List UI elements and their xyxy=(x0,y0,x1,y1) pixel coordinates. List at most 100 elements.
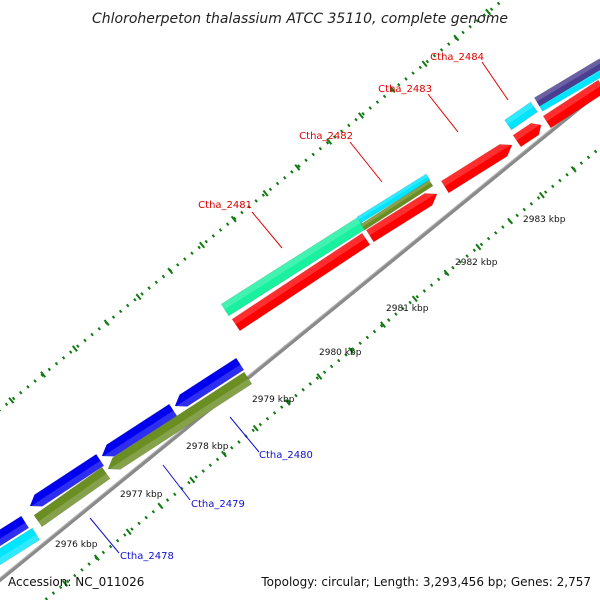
gene-olive-lower-b-shade xyxy=(38,473,110,527)
inner-major-tick-mark xyxy=(221,450,227,458)
gene-label-ctha-2481: Ctha_2481 xyxy=(198,200,252,211)
outer-tick-mark xyxy=(111,315,116,319)
inner-tick-mark xyxy=(337,358,341,363)
outer-tick-mark xyxy=(247,204,251,209)
gene-ctha-2482-fwd xyxy=(365,193,438,243)
outer-tick-mark xyxy=(368,106,372,110)
genome-backbone xyxy=(0,88,600,583)
inner-major-tick-mark xyxy=(93,554,100,562)
outer-major-tick-mark xyxy=(326,138,333,145)
outer-tick-mark xyxy=(54,361,59,366)
inner-tick-mark xyxy=(472,248,477,253)
outer-tick-mark xyxy=(354,117,358,122)
inner-tick-mark xyxy=(215,457,220,462)
outer-tick-mark xyxy=(133,297,137,302)
inner-tick-mark xyxy=(401,306,405,311)
inner-major-tick-mark xyxy=(538,191,545,199)
inner-tick-mark xyxy=(479,242,484,247)
outer-major-tick-mark xyxy=(485,8,492,16)
outer-tick-mark xyxy=(432,53,437,58)
outer-tick-mark xyxy=(61,356,66,360)
inner-tick-mark xyxy=(536,196,541,200)
outer-tick-mark xyxy=(418,65,422,70)
gene-label-ctha-2480: Ctha_2480 xyxy=(259,450,313,461)
inner-tick-mark xyxy=(308,382,312,386)
inner-tick-mark xyxy=(579,161,584,165)
inner-tick-mark xyxy=(379,323,384,328)
outer-major-tick-mark xyxy=(453,34,460,42)
kbp-label-2976: 2976 kbp xyxy=(55,540,98,550)
gene-ctha-2479-b xyxy=(29,453,105,507)
minor-tick-marks xyxy=(44,149,598,600)
gene-ctha-2481-shade xyxy=(232,233,366,325)
inner-tick-mark xyxy=(108,544,113,549)
outer-tick-mark xyxy=(268,187,273,192)
outer-tick-mark xyxy=(154,280,158,285)
inner-major-tick-mark xyxy=(157,502,164,510)
outer-tick-mark xyxy=(11,396,16,401)
gene-ctha-2484-a-shade xyxy=(513,119,541,141)
outer-tick-mark xyxy=(304,158,308,163)
gene-cyan-small-shade xyxy=(504,102,534,125)
outer-major-tick-mark xyxy=(294,163,301,171)
inner-major-tick-mark xyxy=(62,580,69,587)
gene-ctha-2479-b-shade xyxy=(30,460,104,512)
inner-tick-mark xyxy=(322,370,327,375)
outer-tick-mark xyxy=(97,326,101,331)
outer-tick-mark xyxy=(4,402,9,407)
kbp-label-2981: 2981 kbp xyxy=(386,304,429,314)
gene-label-ctha-2483: Ctha_2483 xyxy=(378,84,432,95)
inner-tick-mark xyxy=(529,201,534,206)
outer-tick-mark xyxy=(475,19,479,23)
inner-major-tick-mark xyxy=(507,217,514,225)
inner-major-tick-mark xyxy=(316,373,323,380)
inner-tick-mark xyxy=(130,527,134,531)
outer-tick-mark xyxy=(240,210,244,215)
inner-tick-mark xyxy=(551,184,555,189)
gene-olive-top xyxy=(360,179,434,231)
outer-tick-mark xyxy=(90,332,94,337)
gene-label-ctha-2478: Ctha_2478 xyxy=(120,551,174,562)
gene-cyan-top xyxy=(356,173,431,224)
inner-tick-mark xyxy=(365,335,370,340)
inner-tick-mark xyxy=(230,445,234,450)
inner-tick-mark xyxy=(372,329,377,334)
outer-tick-mark xyxy=(361,111,365,116)
inner-tick-mark xyxy=(87,562,91,566)
inner-tick-mark xyxy=(351,347,355,351)
outer-tick-mark xyxy=(40,373,44,378)
outer-tick-mark xyxy=(447,42,451,46)
inner-major-tick-mark xyxy=(125,528,132,536)
outer-major-tick-mark xyxy=(358,112,364,119)
gene-cyan-lower-shade xyxy=(0,534,40,565)
inner-tick-mark xyxy=(73,573,77,578)
inner-major-tick-mark xyxy=(411,295,418,303)
outer-tick-mark xyxy=(439,48,444,52)
outer-tick-mark xyxy=(325,141,330,145)
inner-tick-mark xyxy=(123,533,127,537)
outer-tick-mark xyxy=(176,263,180,267)
inner-tick-mark xyxy=(280,405,284,409)
inner-tick-mark xyxy=(173,492,177,497)
outer-tick-mark xyxy=(382,94,387,99)
outer-major-tick-mark xyxy=(103,319,110,327)
inner-tick-mark xyxy=(287,399,291,404)
inner-tick-mark xyxy=(258,422,263,427)
inner-tick-mark xyxy=(429,283,434,287)
outer-major-tick-mark xyxy=(40,371,47,378)
inner-major-tick-mark xyxy=(570,165,577,173)
gene-label-ctha-2479: Ctha_2479 xyxy=(191,499,245,510)
gene-olive-lower-a-shade xyxy=(108,378,252,475)
outer-tick-mark xyxy=(468,24,472,29)
inner-major-tick-mark xyxy=(252,424,259,432)
inner-tick-mark xyxy=(251,428,255,433)
gene-features xyxy=(0,58,600,566)
outer-tick-mark xyxy=(254,199,258,203)
inner-tick-mark xyxy=(66,579,70,584)
inner-tick-mark xyxy=(422,289,427,293)
gene-ctha-2483-shade xyxy=(441,139,512,187)
outer-major-tick-mark xyxy=(167,267,174,275)
inner-tick-mark xyxy=(344,353,348,357)
outer-tick-mark xyxy=(318,146,323,151)
